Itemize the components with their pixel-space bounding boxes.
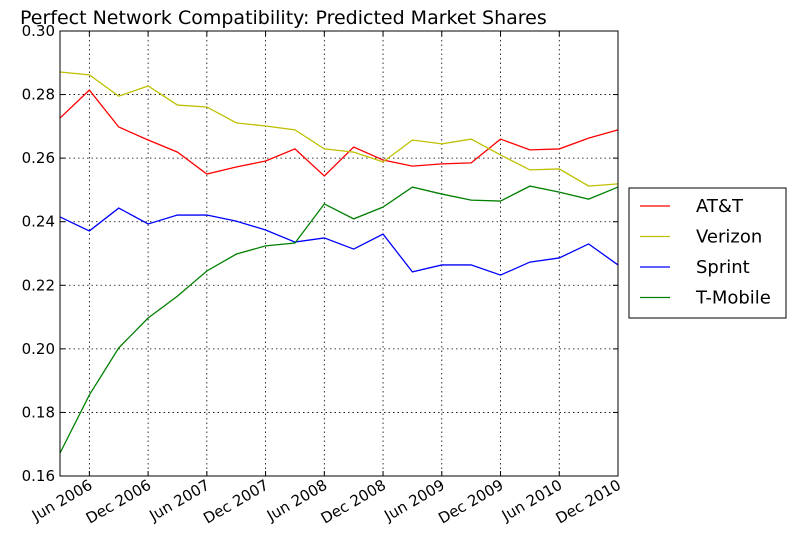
x-tick-label: Dec 2010 <box>553 476 624 528</box>
x-tick-label: Dec 2007 <box>200 476 271 528</box>
series-line <box>59 185 619 454</box>
series-line <box>59 207 619 276</box>
chart-title: Perfect Network Compatibility: Predicted… <box>20 7 547 29</box>
series-line <box>59 89 619 177</box>
legend-label: T-Mobile <box>695 288 771 309</box>
legend-label: Sprint <box>696 257 750 278</box>
x-tick-label: Dec 2009 <box>435 476 506 528</box>
y-tick-label: 0.16 <box>22 467 55 485</box>
y-tick-label: 0.18 <box>22 403 55 421</box>
legend-box <box>628 187 787 319</box>
y-tick-label: 0.24 <box>22 213 55 231</box>
plot-frame <box>59 30 619 477</box>
legend-label: Verizon <box>696 227 762 248</box>
y-tick-label: 0.30 <box>22 22 55 40</box>
x-tick-label: Dec 2008 <box>318 476 389 528</box>
y-tick-label: 0.26 <box>22 149 55 167</box>
y-tick-label: 0.22 <box>22 276 55 294</box>
legend-label: AT&T <box>696 196 744 217</box>
series-line <box>59 71 619 187</box>
y-tick-label: 0.28 <box>22 86 55 104</box>
y-tick-label: 0.20 <box>22 340 55 358</box>
x-tick-label: Dec 2006 <box>83 476 154 528</box>
